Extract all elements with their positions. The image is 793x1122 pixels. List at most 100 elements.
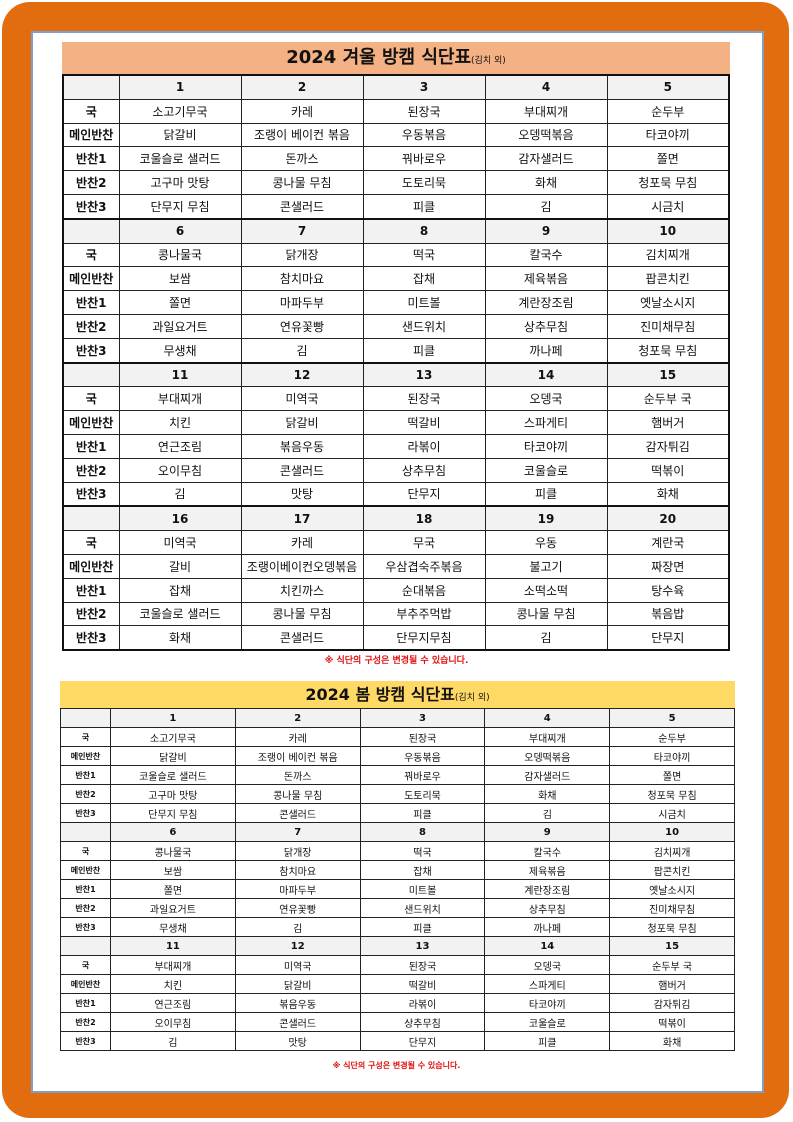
corner-cell — [60, 822, 111, 842]
menu-row: 반찬2 고구마 맛탕 콩나물 무침 도토리묵 화채 청포묵 무침 — [62, 170, 730, 195]
menu-cell: 마파두부 — [240, 290, 364, 315]
menu-cell: 콘샐러드 — [240, 457, 364, 483]
menu-cell: 까나페 — [484, 917, 611, 937]
menu-cell: 코울슬로 — [484, 1012, 611, 1032]
menu-cell: 미역국 — [234, 955, 361, 975]
menu-row: 국 미역국 카레 무국 우동 계란국 — [62, 530, 730, 555]
menu-cell: 닭갈비 — [118, 122, 242, 148]
menu-cell: 코울슬로 샐러드 — [110, 765, 236, 785]
day-number: 5 — [606, 73, 730, 100]
day-number: 13 — [362, 361, 486, 388]
menu-cell: 단무지무침 — [362, 625, 486, 651]
spring-change-notice: ※ 식단의 구성은 변경될 수 있습니다. — [332, 1061, 461, 1070]
menu-cell: 오뎅국 — [484, 955, 611, 975]
menu-row: 반찬2 오이무침 콘샐러드 상추무침 코울슬로 떡볶이 — [62, 457, 730, 483]
menu-cell: 짜장면 — [606, 553, 730, 579]
row-label: 반찬2 — [62, 601, 120, 627]
menu-row: 메인반찬 치킨 닭갈비 떡갈비 스파게티 햄버거 — [62, 410, 730, 435]
day-number: 7 — [234, 822, 361, 842]
menu-cell: 스파게티 — [484, 974, 611, 994]
menu-cell: 햄버거 — [606, 410, 730, 435]
menu-row: 메인반찬 닭갈비 조랭이 베이컨 볶음 우동볶음 오뎅떡볶음 타코야끼 — [62, 122, 730, 148]
menu-cell: 순대볶음 — [362, 577, 486, 603]
menu-cell: 감자튀김 — [609, 993, 735, 1013]
menu-cell: 피클 — [362, 193, 486, 220]
menu-cell: 라볶이 — [362, 433, 486, 459]
menu-row: 국 소고기무국 카레 된장국 부대찌개 순두부 — [62, 98, 730, 124]
winter-menu-title: 2024 겨울 방캠 식단표(김치 외) — [62, 42, 730, 74]
menu-cell: 김 — [484, 193, 608, 220]
menu-cell: 도토리묵 — [362, 170, 486, 195]
menu-cell: 햄버거 — [609, 974, 735, 994]
corner-cell — [60, 708, 111, 728]
menu-cell: 연유꽃빵 — [240, 313, 364, 339]
menu-cell: 잡채 — [362, 266, 486, 292]
menu-cell: 타코야끼 — [484, 433, 608, 459]
menu-row: 반찬2 과일요거트 연유꽃빵 샌드위치 상추무침 진미채무침 — [62, 313, 730, 339]
row-label: 반찬3 — [62, 337, 120, 364]
menu-cell: 단무지 — [359, 1031, 486, 1051]
row-label: 반찬2 — [62, 170, 120, 195]
menu-cell: 계란장조림 — [484, 290, 608, 315]
menu-cell: 쫄면 — [118, 290, 242, 315]
day-number: 14 — [484, 936, 611, 956]
week-header-row: 6 7 8 9 10 — [60, 822, 735, 842]
menu-cell: 쫄면 — [606, 146, 730, 172]
menu-cell: 우동볶음 — [359, 746, 486, 766]
menu-cell: 단무지 무침 — [118, 193, 242, 220]
day-number: 19 — [484, 505, 608, 532]
menu-cell: 꿔바로우 — [362, 146, 486, 172]
row-label: 반찬3 — [62, 625, 120, 651]
menu-cell: 진미채무침 — [606, 313, 730, 339]
row-label: 국 — [60, 841, 111, 861]
menu-cell: 청포묵 무침 — [606, 170, 730, 195]
menu-cell: 오이무침 — [118, 457, 242, 483]
menu-row: 반찬3 단무지 무침 콘샐러드 피클 김 시금치 — [62, 193, 730, 220]
row-label: 메인반찬 — [62, 410, 120, 435]
day-number: 8 — [359, 822, 486, 842]
menu-cell: 보쌈 — [118, 266, 242, 292]
menu-cell: 상추무침 — [359, 1012, 486, 1032]
row-label: 반찬3 — [62, 481, 120, 507]
menu-cell: 미트볼 — [359, 879, 486, 899]
menu-cell: 콘샐러드 — [240, 625, 364, 651]
corner-cell — [62, 361, 120, 388]
menu-cell: 타코야끼 — [606, 122, 730, 148]
menu-cell: 시금치 — [606, 193, 730, 220]
menu-row: 반찬3 단무지 무침 콘샐러드 피클 김 시금치 — [60, 803, 735, 823]
menu-row: 국 부대찌개 미역국 된장국 오뎅국 순두부 국 — [62, 386, 730, 412]
menu-cell: 닭갈비 — [240, 410, 364, 435]
day-number: 3 — [362, 73, 486, 100]
menu-cell: 스파게티 — [484, 410, 608, 435]
day-number: 17 — [240, 505, 364, 532]
winter-title-text: 2024 겨울 방캠 식단표 — [286, 47, 472, 68]
row-label: 국 — [62, 530, 120, 555]
menu-cell: 볶음밥 — [606, 601, 730, 627]
day-number: 2 — [234, 708, 361, 728]
row-label: 반찬2 — [62, 313, 120, 339]
day-number: 9 — [484, 822, 611, 842]
menu-cell: 감자튀김 — [606, 433, 730, 459]
menu-cell: 쫄면 — [110, 879, 236, 899]
menu-cell: 고구마 맛탕 — [110, 784, 236, 804]
menu-cell: 치킨 — [118, 410, 242, 435]
menu-row: 국 콩나물국 닭개장 떡국 칼국수 김치찌개 — [60, 841, 735, 861]
menu-cell: 연근조림 — [118, 433, 242, 459]
menu-cell: 된장국 — [362, 386, 486, 412]
row-label: 반찬1 — [60, 993, 111, 1013]
menu-cell: 칼국수 — [484, 841, 611, 861]
menu-cell: 부대찌개 — [484, 727, 611, 747]
winter-title-note: (김치 외) — [471, 56, 506, 66]
row-label: 반찬3 — [60, 1031, 111, 1051]
day-number: 20 — [606, 505, 730, 532]
menu-cell: 화채 — [484, 170, 608, 195]
menu-cell: 보쌈 — [110, 860, 236, 880]
menu-cell: 우삼겹숙주볶음 — [362, 553, 486, 579]
menu-cell: 상추무침 — [484, 898, 611, 918]
menu-cell: 샌드위치 — [359, 898, 486, 918]
menu-cell: 코울슬로 샐러드 — [118, 601, 242, 627]
row-label: 반찬3 — [60, 803, 111, 823]
day-number: 6 — [110, 822, 236, 842]
row-label: 국 — [60, 727, 111, 747]
